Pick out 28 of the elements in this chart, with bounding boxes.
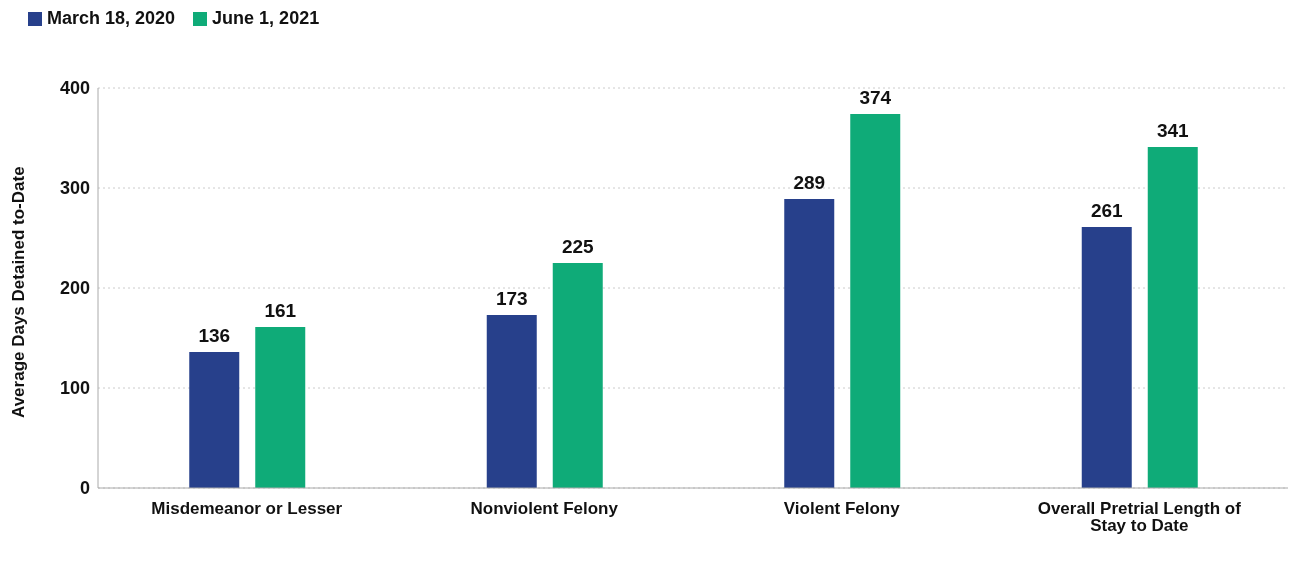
x-tick-label: Misdemeanor or Lesser xyxy=(151,499,343,519)
y-axis-title: Average Days Detained to-Date xyxy=(9,166,29,418)
x-tick-label: Violent Felony xyxy=(783,499,901,519)
legend-label: June 1, 2021 xyxy=(211,8,320,29)
data-label: 173 xyxy=(495,288,528,309)
y-tick-label: 100 xyxy=(59,378,90,399)
y-tick-label: 300 xyxy=(59,178,90,199)
data-label: 261 xyxy=(1090,200,1124,221)
data-label: 161 xyxy=(264,300,297,321)
data-label: 374 xyxy=(859,87,892,108)
bar xyxy=(189,352,240,488)
data-label: 225 xyxy=(561,236,595,257)
bar xyxy=(486,315,537,488)
x-tick-label: Overall Pretrial Length of Stay to Date xyxy=(1037,499,1242,536)
data-label: 136 xyxy=(198,325,231,346)
y-tick-label: 0 xyxy=(79,478,90,499)
bar xyxy=(784,199,835,488)
y-tick-label: 200 xyxy=(59,278,90,299)
bar xyxy=(1147,147,1198,488)
bar xyxy=(850,114,901,488)
data-label: 289 xyxy=(793,172,826,193)
y-tick-label: 400 xyxy=(59,78,90,99)
x-tick-label: Nonviolent Felony xyxy=(470,499,619,519)
bar xyxy=(255,327,306,488)
legend-label: March 18, 2020 xyxy=(46,8,176,29)
bar xyxy=(1081,227,1132,488)
data-label: 341 xyxy=(1156,120,1190,141)
bar xyxy=(552,263,603,488)
